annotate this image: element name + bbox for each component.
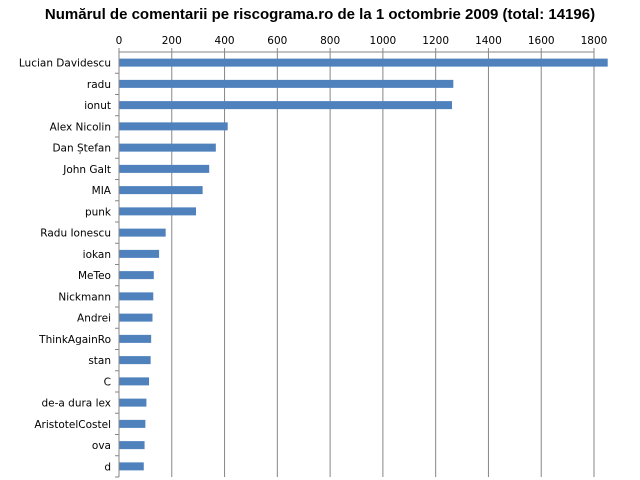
x-tick-label: 0 <box>116 35 123 47</box>
bar <box>119 334 152 343</box>
category-label: ThinkAgainRo <box>38 334 111 346</box>
bar <box>119 122 228 131</box>
category-label: ova <box>92 440 111 452</box>
category-label: MeTeo <box>78 270 111 282</box>
bar <box>119 249 160 258</box>
category-label: MIA <box>92 185 112 197</box>
bar <box>119 462 144 471</box>
x-tick-label: 1000 <box>370 35 397 47</box>
category-label: punk <box>85 206 112 218</box>
category-label: Andrei <box>77 313 111 325</box>
x-tick-label: 1200 <box>422 35 449 47</box>
bar <box>119 377 150 386</box>
x-tick-label: 1800 <box>581 35 608 47</box>
category-label: iokan <box>83 249 111 261</box>
bar <box>119 164 210 173</box>
category-label: Radu Ionescu <box>40 228 111 240</box>
bar <box>119 313 153 322</box>
bar <box>119 271 154 280</box>
bar <box>119 419 146 428</box>
category-label: Nickmann <box>58 291 111 303</box>
bar <box>119 58 608 67</box>
bar <box>119 356 151 365</box>
category-label: Lucian Davidescu <box>19 58 111 70</box>
category-label: de-a dura lex <box>41 398 111 410</box>
category-label: radu <box>87 79 111 91</box>
category-label: C <box>104 376 111 388</box>
category-label: Dan Ștefan <box>52 143 111 155</box>
category-label: John Galt <box>62 164 111 176</box>
bar <box>119 143 216 152</box>
bar <box>119 398 147 407</box>
bar <box>119 207 197 216</box>
category-label: Alex Nicolin <box>50 121 111 133</box>
bar <box>119 101 452 110</box>
x-tick-label: 400 <box>215 35 235 47</box>
x-tick-label: 800 <box>320 35 340 47</box>
x-tick-label: 1600 <box>528 35 555 47</box>
gridlines <box>171 52 595 477</box>
bars <box>119 58 608 471</box>
category-label: d <box>104 461 111 473</box>
bar <box>119 186 203 195</box>
category-label: AristotelCostel <box>34 419 111 431</box>
bar <box>119 79 454 88</box>
x-tick-label: 600 <box>267 35 287 47</box>
chart-title: Numărul de comentarii pe riscograma.ro d… <box>44 6 596 23</box>
bar <box>119 292 154 301</box>
x-axis: 0 200 400 600 800 1000 1200 1400 1600 1800 <box>116 35 608 53</box>
bar <box>119 441 145 450</box>
x-tick-label: 1400 <box>475 35 502 47</box>
y-axis: Lucian Davidescu radu ionut Alex Nicolin Dan… <box>19 52 120 478</box>
category-label: stan <box>88 355 111 367</box>
bar <box>119 228 166 237</box>
category-label: ionut <box>84 100 111 112</box>
x-tick-label: 200 <box>162 35 182 47</box>
